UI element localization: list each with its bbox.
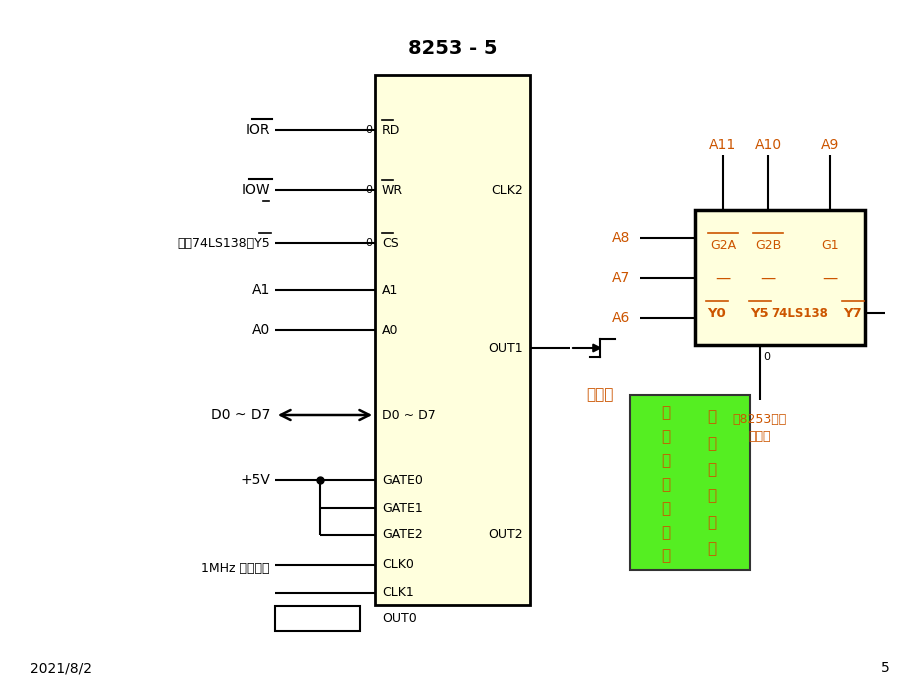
Text: 图: 图 xyxy=(661,406,670,420)
Bar xyxy=(630,395,749,570)
Text: A0: A0 xyxy=(252,323,269,337)
Text: G1: G1 xyxy=(821,239,838,251)
Text: 不: 不 xyxy=(661,453,670,469)
Text: 0: 0 xyxy=(365,185,371,195)
Text: 可: 可 xyxy=(661,429,670,444)
Text: A10: A10 xyxy=(754,138,781,152)
Text: 图: 图 xyxy=(707,542,715,556)
Text: OUT2: OUT2 xyxy=(488,529,522,542)
Text: D0 ~ D7: D0 ~ D7 xyxy=(210,408,269,422)
Text: Y0: Y0 xyxy=(707,306,726,319)
Text: 不: 不 xyxy=(661,501,670,516)
Text: —: — xyxy=(715,270,730,286)
Text: 8253 - 5: 8253 - 5 xyxy=(407,39,496,57)
Text: OUT1: OUT1 xyxy=(488,342,522,355)
Text: Y5: Y5 xyxy=(750,306,768,319)
Text: 画: 画 xyxy=(707,515,715,530)
Text: A7: A7 xyxy=(611,271,630,285)
Text: A9: A9 xyxy=(820,138,838,152)
Text: IOW: IOW xyxy=(241,183,269,197)
Text: 5: 5 xyxy=(880,661,889,675)
Text: G2A: G2A xyxy=(709,239,735,251)
Text: G2B: G2B xyxy=(754,239,780,251)
Text: A1: A1 xyxy=(381,284,398,297)
Text: 2021/8/2: 2021/8/2 xyxy=(30,661,92,675)
Text: 要: 要 xyxy=(707,462,715,477)
Text: CS: CS xyxy=(381,237,398,250)
Text: 74LS138: 74LS138 xyxy=(771,306,827,319)
Bar xyxy=(275,606,359,631)
Text: D0 ~ D7: D0 ~ D7 xyxy=(381,408,436,422)
Text: 能: 能 xyxy=(661,477,670,492)
Text: 去8253的片
选引脚: 去8253的片 选引脚 xyxy=(732,413,787,443)
Text: GATE0: GATE0 xyxy=(381,473,423,486)
Text: —: — xyxy=(759,270,775,286)
Text: 画: 画 xyxy=(661,524,670,540)
Text: A8: A8 xyxy=(611,231,630,245)
Text: 如: 如 xyxy=(707,409,715,424)
Text: GATE1: GATE1 xyxy=(381,502,423,515)
Text: 0: 0 xyxy=(365,125,371,135)
Text: 0: 0 xyxy=(762,352,769,362)
Text: GATE2: GATE2 xyxy=(381,529,423,542)
Bar xyxy=(375,75,529,605)
Text: 0: 0 xyxy=(365,238,371,248)
Text: CLK1: CLK1 xyxy=(381,586,414,600)
Text: —: — xyxy=(822,270,836,286)
Text: 高电平: 高电平 xyxy=(585,388,613,402)
Text: CLK0: CLK0 xyxy=(381,558,414,571)
Text: 求: 求 xyxy=(707,489,715,504)
Text: A0: A0 xyxy=(381,324,398,337)
Text: 果: 果 xyxy=(707,436,715,451)
Text: 1MHz 频率信号: 1MHz 频率信号 xyxy=(201,562,269,575)
Text: CLK2: CLK2 xyxy=(491,184,522,197)
Text: A1: A1 xyxy=(252,283,269,297)
Bar xyxy=(694,210,864,345)
Text: IOR: IOR xyxy=(245,123,269,137)
Text: +5V: +5V xyxy=(240,473,269,487)
Text: 。: 。 xyxy=(661,549,670,564)
Text: 来自74LS138的Y5: 来自74LS138的Y5 xyxy=(177,237,269,250)
Text: RD: RD xyxy=(381,124,400,137)
Text: A6: A6 xyxy=(611,311,630,325)
Text: WR: WR xyxy=(381,184,403,197)
Text: Y7: Y7 xyxy=(843,306,861,319)
Text: A11: A11 xyxy=(709,138,736,152)
Text: OUT0: OUT0 xyxy=(381,611,416,624)
